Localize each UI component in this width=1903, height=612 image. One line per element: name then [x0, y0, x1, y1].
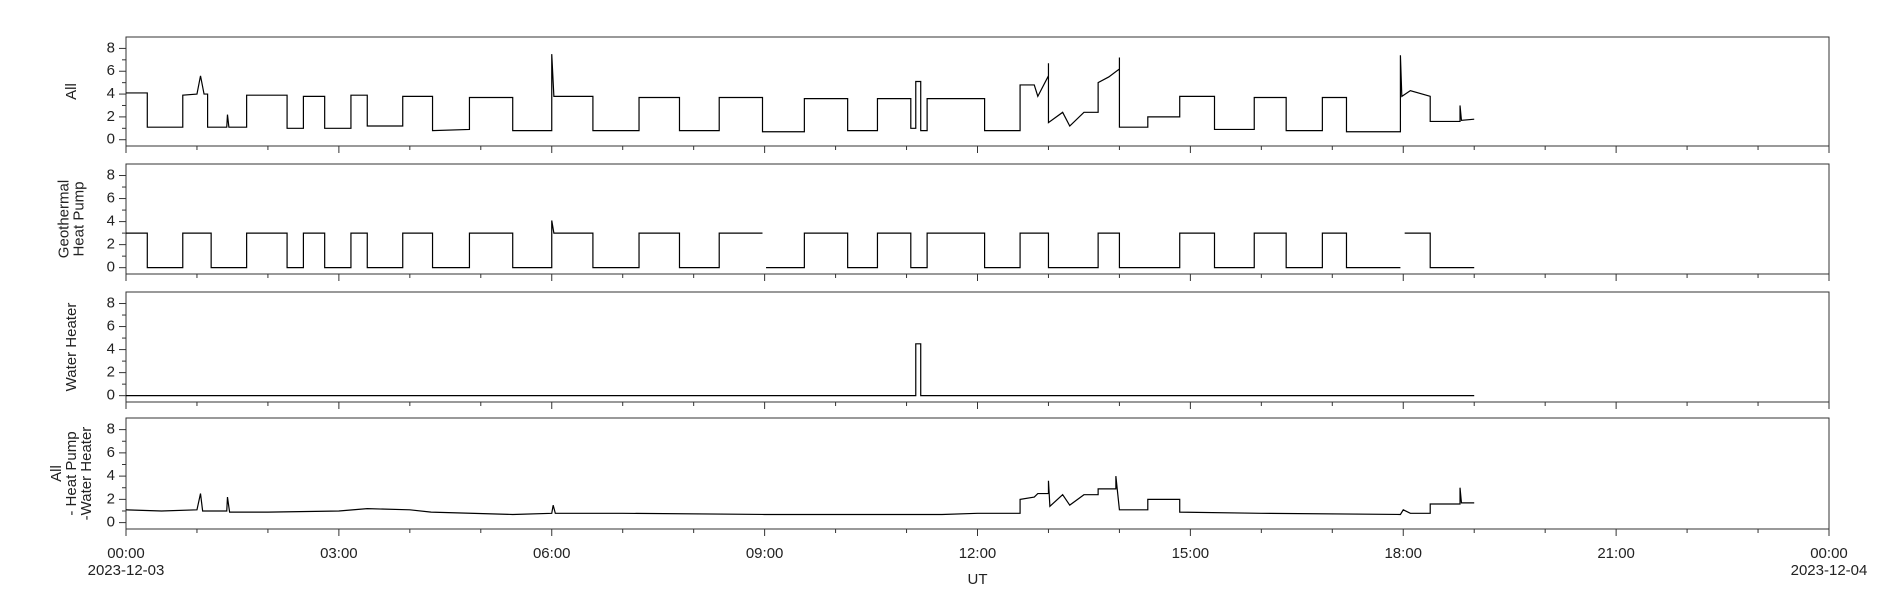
x-tick-label: 03:00 [320, 545, 358, 562]
x-tick-label: 00:00 [107, 545, 145, 562]
x-tick-label: 09:00 [746, 545, 784, 562]
x-tick-label: 12:00 [959, 545, 997, 562]
data-line [125, 476, 1475, 516]
y-tick-label: 8 [107, 421, 115, 438]
data-line [126, 54, 1475, 133]
y-tick-label: 4 [107, 85, 115, 102]
y-axis-label: All [48, 465, 65, 482]
y-tick-label: 0 [107, 259, 115, 276]
y-tick-label: 2 [107, 236, 115, 253]
x-tick-label: 00:00 [1810, 545, 1848, 562]
y-tick-label: 0 [107, 514, 115, 531]
plot-frame [125, 417, 1830, 530]
y-axis-label: -Water Heater [78, 427, 95, 521]
plot-frame [125, 291, 1830, 403]
x-date-label: 2023-12-03 [88, 562, 165, 579]
y-axis-label: Water Heater [63, 303, 80, 392]
y-tick-label: 0 [107, 387, 115, 404]
y-tick-label: 8 [107, 39, 115, 56]
y-tick-label: 8 [107, 294, 115, 311]
y-tick-label: 4 [107, 467, 115, 484]
y-axis-label: Heat Pump [70, 181, 87, 256]
x-tick-label: 06:00 [533, 545, 571, 562]
data-line [126, 220, 1475, 269]
y-tick-label: 4 [107, 341, 115, 358]
y-tick-label: 6 [107, 318, 115, 335]
x-tick-label: 21:00 [1597, 545, 1635, 562]
y-tick-label: 2 [107, 490, 115, 507]
y-tick-label: 4 [107, 213, 115, 230]
y-tick-label: 8 [107, 166, 115, 183]
y-tick-label: 6 [107, 190, 115, 207]
y-axis-label: - Heat Pump [63, 431, 80, 515]
x-axis-label: UT [968, 571, 988, 588]
y-tick-label: 6 [107, 444, 115, 461]
x-tick-label: 15:00 [1172, 545, 1210, 562]
x-date-label: 2023-12-04 [1791, 562, 1868, 579]
y-axis-label: Geothermal [55, 180, 72, 258]
x-tick-label: 18:00 [1384, 545, 1422, 562]
y-tick-label: 2 [107, 364, 115, 381]
plot-frame [125, 36, 1830, 147]
y-tick-label: 6 [107, 62, 115, 79]
plot-frame [125, 163, 1830, 275]
y-tick-label: 2 [107, 108, 115, 125]
data-line [126, 343, 1475, 397]
y-axis-label: All [63, 83, 80, 100]
y-tick-label: 0 [107, 131, 115, 148]
